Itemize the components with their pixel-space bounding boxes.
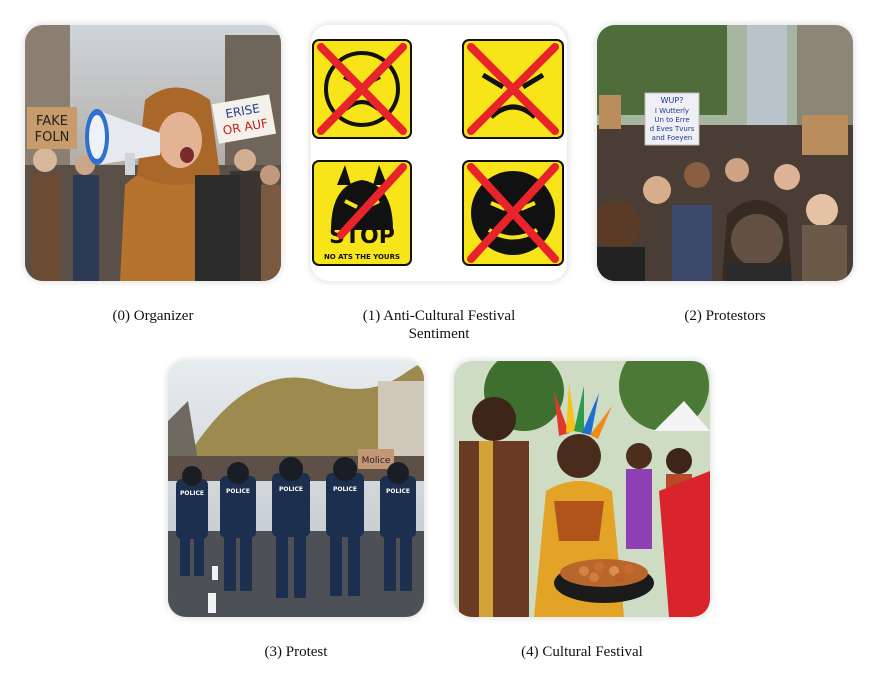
panel-organizer-image: FAKE FOLN ERISE OR AUF (25, 25, 281, 281)
protest-sign: WUP? I Wutterly Un to Erre d Eves Tvurs … (644, 92, 700, 146)
panel-protestors-image: WUP? I Wutterly Un to Erre d Eves Tvurs … (597, 25, 853, 281)
stop-monster-icon: STOP NO ATS THE YOURS (312, 160, 412, 266)
caption-protest: (3) Protest (264, 644, 328, 660)
panel-cultural-festival-image (454, 361, 710, 617)
svg-text:WUP?: WUP? (661, 96, 684, 105)
svg-text:POLICE: POLICE (386, 488, 410, 495)
svg-text:Un to Erre: Un to Erre (654, 116, 689, 124)
panel-protest-image: Molice POL (168, 361, 424, 617)
svg-text:POLICE: POLICE (226, 488, 250, 495)
svg-text:ERISE: ERISE (224, 101, 261, 121)
monster-face-crossed-icon (462, 160, 564, 266)
svg-text:NO ATS THE YOURS: NO ATS THE YOURS (324, 253, 400, 261)
svg-text:POLICE: POLICE (180, 490, 204, 497)
sign-right: ERISE OR AUF (211, 94, 277, 144)
svg-text:d Eves Tvurs: d Eves Tvurs (650, 125, 695, 133)
caption-anti-festival: (1) Anti-Cultural Festival Sentiment (362, 308, 516, 342)
svg-text:and Foeyen: and Foeyen (652, 134, 693, 142)
svg-text:POLICE: POLICE (333, 486, 357, 493)
caption-protestors: (2) Protestors (684, 308, 766, 324)
svg-text:Molice: Molice (362, 456, 391, 466)
svg-text:I Wutterly: I Wutterly (655, 107, 689, 115)
feather-headdress (554, 383, 612, 439)
svg-text:FOLN: FOLN (35, 130, 70, 145)
sign-left: FAKE FOLN (27, 107, 77, 149)
panel-anti-festival-icons: STOP NO ATS THE YOURS (311, 25, 567, 281)
caption-organizer: (0) Organizer (112, 308, 194, 324)
food-pan (554, 559, 654, 603)
sad-face-crossed-icon (312, 39, 412, 139)
svg-text:FAKE: FAKE (36, 114, 68, 129)
angry-face-crossed-icon (462, 39, 564, 139)
caption-cultural-festival: (4) Cultural Festival (521, 644, 643, 660)
svg-text:POLICE: POLICE (279, 486, 303, 493)
megaphone-icon (85, 109, 160, 175)
